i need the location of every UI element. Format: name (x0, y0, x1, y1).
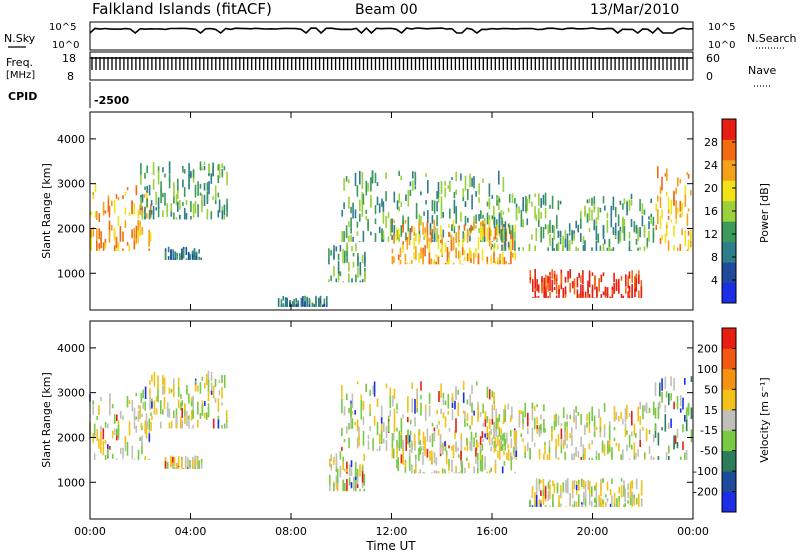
colorbar-tick-label: -100 (693, 465, 718, 478)
colorbar-segment (722, 450, 736, 472)
freq-strip-frame (89, 51, 694, 81)
nsky-strip-frame (89, 21, 694, 51)
x-tick-label: 16:00 (476, 525, 508, 538)
x-axis-label: Time UT (365, 539, 416, 553)
y-tick-label: 3000 (57, 178, 85, 191)
power-echoes (90, 161, 692, 307)
y-tick-label: 4000 (57, 342, 85, 355)
nsearch-tick-low: 10^0 (708, 40, 735, 51)
cpid-label: CPID (8, 90, 37, 103)
colorbar-tick-label: 15 (704, 404, 718, 417)
nave-label: Nave (748, 64, 776, 77)
colorbar-tick-label: 24 (704, 159, 718, 172)
freq-tick-high: 18 (62, 52, 76, 65)
colorbar-tick-label: 50 (704, 383, 718, 396)
power-colorbar-label: Power [dB] (758, 183, 771, 243)
colorbar-segment (722, 221, 736, 243)
nsky-label: N.Sky (4, 32, 36, 45)
colorbar-tick-label: 4 (711, 274, 718, 287)
colorbar-tick-label: -50 (700, 445, 718, 458)
colorbar-frame (721, 327, 737, 513)
nave-tick-high: 60 (706, 52, 720, 65)
x-tick-label: 08:00 (275, 525, 307, 538)
velocity-x-ticks: 00:00 04:00 08:00 12:00 16:00 20:00 00:00 (74, 321, 709, 538)
colorbar-segment (722, 389, 736, 411)
velocity-echoes (89, 370, 693, 507)
colorbar-tick-label: 28 (704, 136, 718, 149)
velocity-y-ticks: 1000 2000 3000 4000 (57, 342, 693, 489)
freq-unit-label: [MHz] (6, 70, 35, 81)
colorbar-segment (722, 262, 736, 283)
colorbar-tick-label: 100 (697, 363, 718, 376)
velocity-y-axis-label: Slant Range [km] (40, 372, 53, 468)
y-tick-label: 1000 (57, 267, 85, 280)
y-tick-label: 4000 (57, 133, 85, 146)
colorbar-segment (722, 368, 736, 390)
colorbar-segment (722, 348, 736, 370)
colorbar-tick-label: -200 (693, 486, 718, 499)
y-tick-label: 3000 (57, 387, 85, 400)
x-tick-label: 00:00 (74, 525, 106, 538)
colorbar-segment (722, 409, 736, 431)
station-title: Falkland Islands (fitACF) (92, 0, 272, 18)
velocity-colorbar: 200 100 50 15 -15 -50 -100 -200 (693, 327, 737, 513)
freq-nave-trace (90, 57, 693, 70)
colorbar-tick-label: 200 (697, 342, 718, 355)
colorbar-segment (722, 119, 736, 140)
nsearch-label: N.Search (747, 32, 797, 45)
nsearch-tick-high: 10^5 (708, 22, 735, 33)
colorbar-segment (722, 471, 736, 492)
date-title: 13/Mar/2010 (590, 2, 679, 18)
colorbar-tick-label: 8 (711, 251, 718, 264)
nsky-tick-low: 10^0 (52, 40, 79, 51)
y-tick-label: 2000 (57, 222, 85, 235)
x-tick-label: 04:00 (175, 525, 207, 538)
power-y-axis-label: Slant Range [km] (40, 163, 53, 259)
x-tick-label: 00:00 (677, 525, 709, 538)
colorbar-tick-label: -15 (700, 424, 718, 437)
colorbar-segment (722, 159, 736, 181)
freq-label: Freq. (6, 56, 33, 69)
colorbar-segment (722, 282, 736, 304)
colorbar-segment (722, 139, 736, 161)
y-tick-label: 2000 (57, 431, 85, 444)
colorbar-tick-label: 16 (704, 205, 718, 218)
power-x-ticks (89, 112, 694, 310)
power-panel-frame (89, 111, 694, 311)
nsky-tick-high: 10^5 (49, 22, 76, 33)
y-tick-label: 1000 (57, 476, 85, 489)
colorbar-tick-label: 20 (704, 182, 718, 195)
colorbar-segment (722, 180, 736, 202)
velocity-colorbar-label: Velocity [m s⁻¹] (758, 377, 771, 462)
x-tick-label: 12:00 (376, 525, 408, 538)
power-y-ticks: 1000 2000 3000 4000 (57, 133, 693, 280)
freq-tick-low: 8 (67, 70, 74, 83)
x-tick-label: 20:00 (577, 525, 609, 538)
colorbar-segment (722, 241, 736, 263)
colorbar-tick-label: 12 (704, 228, 718, 241)
cpid-value: -2500 (94, 94, 130, 107)
beam-title: Beam 00 (355, 2, 418, 18)
colorbar-segment (722, 491, 736, 513)
colorbar-segment (722, 328, 736, 349)
nsky-trace (89, 26, 694, 35)
power-colorbar: 4 8 12 16 20 24 28 (704, 118, 737, 304)
colorbar-segment (722, 200, 736, 222)
colorbar-segment (722, 430, 736, 452)
nave-tick-low: 0 (706, 70, 713, 83)
